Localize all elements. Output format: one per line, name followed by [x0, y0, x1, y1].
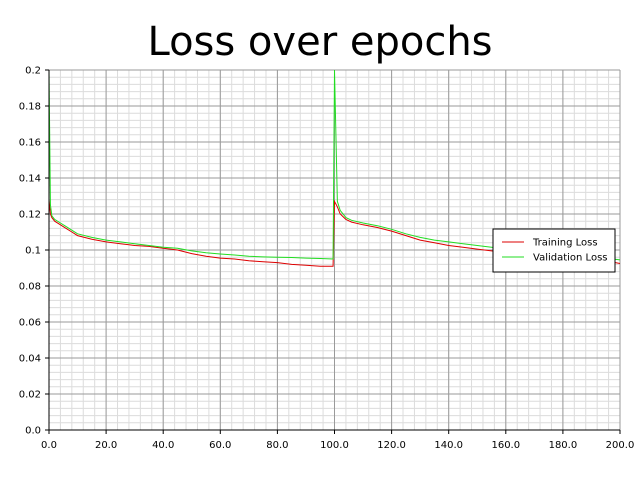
- x-tick-label: 120.0: [377, 440, 406, 451]
- x-tick-label: 140.0: [434, 440, 463, 451]
- y-tick-label: 0.1: [25, 246, 41, 257]
- y-tick-label: 0.04: [19, 354, 41, 365]
- y-tick-label: 0.08: [19, 282, 41, 293]
- y-tick-label: 0.16: [19, 138, 41, 149]
- x-tick-labels: 0.0 20.0 40.0 60.0 80.0 100.0 120.0 140.0 160.0 1…: [41, 440, 634, 451]
- x-tick-label: 40.0: [152, 440, 174, 451]
- x-tick-label: 80.0: [266, 440, 288, 451]
- legend-label-1: Validation Loss: [533, 253, 608, 264]
- x-tick-label: 160.0: [491, 440, 520, 451]
- x-tick-label: 180.0: [549, 440, 578, 451]
- x-tick-label: 0.0: [41, 440, 57, 451]
- axes: [45, 69, 621, 434]
- y-tick-label: 0.2: [25, 66, 41, 77]
- y-tick-labels: 0.0 0.02 0.04 0.06 0.08 0.1 0.12 0.14 0.16 0.18 0.…: [19, 66, 41, 437]
- x-tick-label: 60.0: [209, 440, 231, 451]
- y-tick-label: 0.14: [19, 174, 41, 185]
- legend-label-0: Training Loss: [532, 238, 598, 249]
- series-line-1: [48, 69, 621, 261]
- x-tick-label: 20.0: [95, 440, 117, 451]
- y-tick-label: 0.02: [19, 390, 41, 401]
- legend: Training Loss Validation Loss: [492, 228, 616, 273]
- y-tick-label: 0.12: [19, 210, 41, 221]
- y-tick-label: 0.06: [19, 318, 41, 329]
- chart-title: Loss over epochs: [147, 19, 493, 65]
- y-tick-label: 0.0: [25, 426, 41, 437]
- x-tick-label: 200.0: [606, 440, 635, 451]
- x-tick-label: 100.0: [320, 440, 349, 451]
- legend-box: [492, 228, 616, 273]
- series-layer: [48, 69, 621, 267]
- y-tick-label: 0.18: [19, 102, 41, 113]
- series-line-0: [48, 199, 621, 267]
